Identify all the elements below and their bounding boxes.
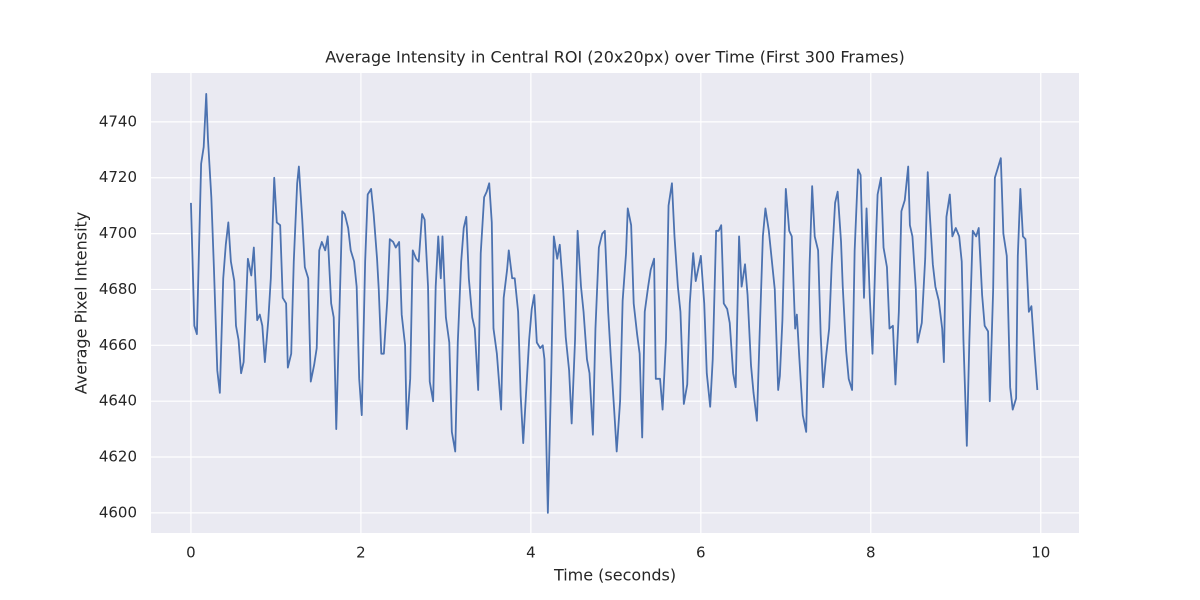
y-tick-label: 4600 xyxy=(99,503,137,521)
y-tick-label: 4620 xyxy=(99,448,137,466)
y-tick-label: 4740 xyxy=(99,112,137,130)
chart-title: Average Intensity in Central ROI (20x20p… xyxy=(325,48,905,67)
y-axis-label: Average Pixel Intensity xyxy=(72,212,91,395)
x-tick-label: 10 xyxy=(1031,544,1050,562)
y-tick-label: 4720 xyxy=(99,168,137,186)
x-tick-label: 4 xyxy=(526,544,536,562)
plot-area xyxy=(151,73,1079,533)
x-tick-label: 0 xyxy=(186,544,196,562)
y-tick-label: 4660 xyxy=(99,336,137,354)
data-line xyxy=(190,93,1039,514)
x-tick-label: 8 xyxy=(866,544,876,562)
x-axis-label: Time (seconds) xyxy=(553,566,676,585)
y-tick-label: 4700 xyxy=(99,224,137,242)
x-tick-label: 2 xyxy=(356,544,366,562)
y-tick-label: 4680 xyxy=(99,280,137,298)
x-tick-label: 6 xyxy=(696,544,706,562)
y-tick-label: 4640 xyxy=(99,392,137,410)
